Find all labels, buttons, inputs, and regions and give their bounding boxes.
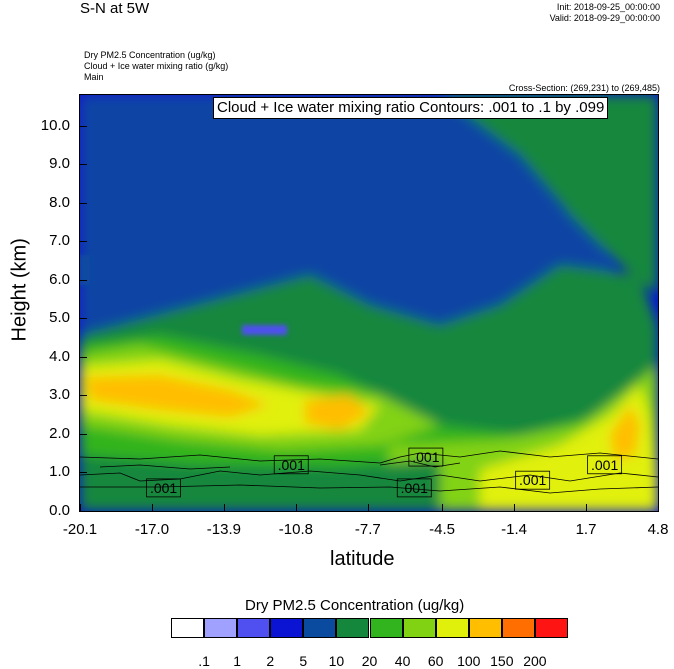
y-tick-label: 6.0 [49,270,70,288]
colorbar-swatch [435,618,469,638]
x-tick-mark [514,504,516,511]
colorbar-label: 20 [361,653,378,669]
x-tick-mark [223,504,225,511]
colorbar-label: 1 [233,653,242,669]
chart-title: S-N at 5W [80,0,150,17]
colorbar-label: 60 [427,653,444,669]
y-tick-mark [80,433,87,435]
colorbar-label: 40 [394,653,411,669]
x-tick-mark [367,504,369,511]
x-tick-mark [586,504,588,511]
contour-labels: .001 .001 .001 .001 .001 .001 [146,447,623,498]
y-tick-mark [80,279,87,281]
colorbar-swatch [402,618,436,638]
colorbar-swatch [237,618,271,638]
x-tick-label: -13.9 [206,521,241,538]
domain-label: Main [84,72,104,82]
colorbar-label: .1 [198,653,210,669]
colorbar-title: Dry PM2.5 Concentration (ug/kg) [245,597,465,614]
y-tick-label: 10.0 [40,116,70,134]
x-tick-label: -10.8 [278,521,313,538]
colorbar-label: 100 [457,653,481,669]
x-axis-label: latitude [330,548,395,570]
colorbar-swatch [204,618,238,638]
y-tick-label: 1.0 [49,463,70,481]
y-tick-label: 4.0 [49,347,70,365]
x-tick-mark [658,504,659,511]
contour-label-box [273,455,309,475]
contour-label: .001 [519,472,546,488]
y-tick-label: 9.0 [49,155,70,173]
y-tick-label: 8.0 [49,193,70,211]
init-time: Init: 2018-09-25_00:00:00 [556,2,660,12]
contour-label: .001 [412,449,439,465]
y-tick-label: 3.0 [49,386,70,404]
colorbar-swatch [270,618,304,638]
contour-label: .001 [401,480,428,496]
y-axis-label: Height (km) [8,238,31,342]
contour-label: .001 [591,457,618,473]
x-tick-mark [442,504,444,511]
y-tick-mark [80,202,87,204]
colorbar-swatch [336,618,370,638]
x-tick-label: -20.1 [62,521,98,538]
contour-label-box [408,447,444,467]
field2-label: Cloud + Ice water mixing ratio (g/kg) [84,61,229,71]
x-tick-label: -1.4 [501,521,527,538]
y-tick-mark [80,241,87,243]
x-tick-label: -7.7 [354,521,381,538]
colorbar-label: 150 [490,653,514,669]
y-tick-mark [80,318,87,320]
contour-label: .001 [278,457,305,473]
valid-time: Valid: 2018-09-29_00:00:00 [549,13,660,23]
contour-label-box [396,478,432,498]
colorbar-swatch [171,618,205,638]
contour-label-box [146,478,181,498]
y-tick-mark [80,125,87,127]
y-tick-label: 5.0 [49,309,70,327]
x-tick-label: 1.7 [575,521,597,538]
x-tick-label: -17.0 [134,521,170,538]
cross-section-label: Cross-Section: (269,231) to (269,485) [508,83,660,93]
x-tick-label: 4.8 [647,521,669,538]
x-tick-mark [151,504,153,511]
colorbar-swatch [501,618,535,638]
colorbar-label: 5 [299,653,308,669]
y-tick-mark [80,164,87,166]
plot-area: .001 .001 .001 .001 .001 .001 [80,95,658,511]
y-tick-label: 0.0 [49,502,70,519]
colorbar-label: 200 [523,653,547,669]
contour-label-box [587,455,623,475]
contour-title: Cloud + Ice water mixing ratio Contours:… [213,97,609,119]
x-tick-label: -4.5 [429,521,456,538]
colorbar-swatch [468,618,502,638]
y-tick-mark [80,511,87,512]
colorbar [171,618,568,638]
y-tick-mark [80,395,87,397]
x-tick-mark [80,504,81,511]
contour-label-box [515,470,551,490]
field1-label: Dry PM2.5 Concentration (ug/kg) [84,50,216,60]
x-tick-mark [295,504,297,511]
y-tick-label: 2.0 [49,424,70,442]
colorbar-swatch [534,618,568,638]
colorbar-label: 10 [328,653,345,669]
contour-label: .001 [150,480,177,496]
colorbar-swatch [303,618,337,638]
y-tick-label: 7.0 [49,232,70,250]
y-tick-mark [80,472,87,474]
y-tick-mark [80,356,87,358]
colorbar-swatch [369,618,403,638]
colorbar-label: 2 [266,653,275,669]
